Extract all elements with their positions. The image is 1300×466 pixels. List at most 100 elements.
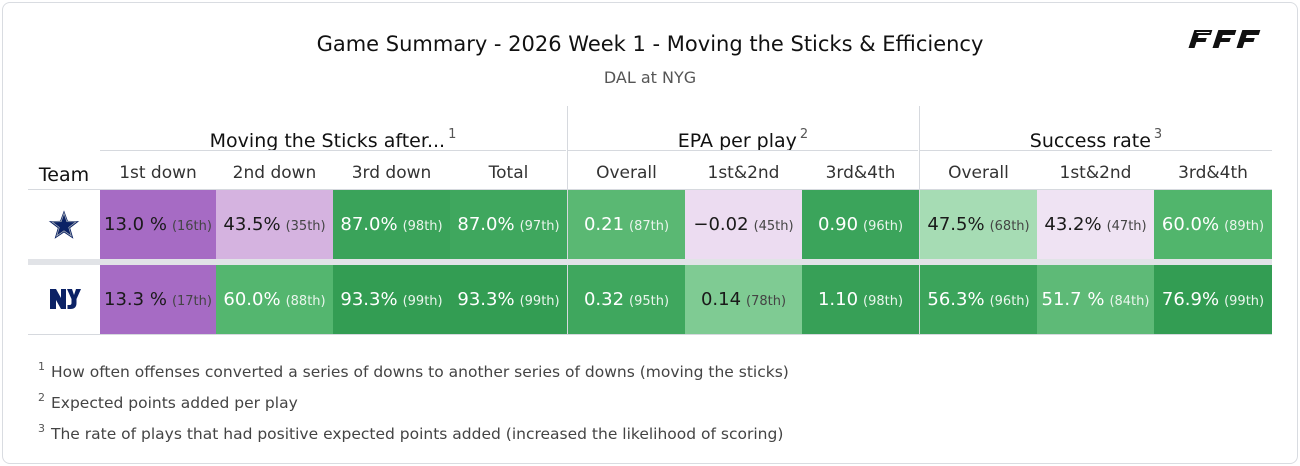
- cell-rank: (35th): [285, 219, 326, 234]
- footnote-mark: 3: [38, 422, 45, 435]
- cell-rank: (99th): [1224, 294, 1265, 309]
- cell-rank: (98th): [402, 219, 443, 234]
- cell-rank: (99th): [402, 294, 443, 309]
- table-cell: 56.3% (96th): [920, 265, 1037, 334]
- column-header-success-3rd-4th: 3rd&4th: [1178, 163, 1248, 183]
- cell-rank: (87th): [629, 219, 670, 234]
- table-cell: 13.0 % (16th): [100, 190, 216, 259]
- row-divider: [28, 259, 1272, 265]
- group-label: Moving the Sticks after...: [209, 130, 446, 152]
- column-header-epa-3rd-4th: 3rd&4th: [825, 163, 896, 183]
- group-divider: [567, 106, 568, 334]
- cell-rank: (17th): [171, 294, 212, 309]
- group-underline: [568, 150, 918, 151]
- cell-rank: (98th): [863, 294, 904, 309]
- column-header-epa-1st-2nd: 1st&2nd: [707, 163, 780, 183]
- cell-value: 0.21: [583, 214, 625, 235]
- cell-value: 93.3%: [457, 289, 515, 310]
- table-cell: 87.0% (97th): [450, 190, 567, 259]
- group-header-moving-sticks: Moving the Sticks after... 1: [100, 120, 566, 152]
- footnote-mark: 2: [38, 391, 45, 404]
- group-header-epa: EPA per play 2: [568, 120, 918, 152]
- cell-value: 87.0%: [457, 214, 515, 235]
- cell-rank: (96th): [989, 294, 1030, 309]
- table-cell: 93.3% (99th): [450, 265, 567, 334]
- table-cell: −0.02 (45th): [685, 190, 802, 259]
- table-cell: 0.90 (96th): [802, 190, 919, 259]
- group-underline: [100, 150, 566, 151]
- group-label: EPA per play: [677, 130, 797, 152]
- table-cell: 76.9% (99th): [1154, 265, 1272, 334]
- cell-rank: (16th): [171, 219, 212, 234]
- cell-rank: (78th): [746, 294, 787, 309]
- table-cell: 43.2% (47th): [1037, 190, 1154, 259]
- cell-rank: (84th): [1109, 294, 1150, 309]
- footnote-text: How often offenses converted a series of…: [51, 363, 789, 381]
- cell-rank: (45th): [753, 219, 794, 234]
- cell-value: 93.3%: [340, 289, 398, 310]
- table-cell: 0.32 (95th): [568, 265, 685, 334]
- team-row-dal-logo: [30, 190, 98, 259]
- giants-ny-icon: [50, 288, 81, 309]
- cell-value: 56.3%: [927, 289, 985, 310]
- cell-rank: (47th): [1106, 219, 1147, 234]
- table-cell: 87.0% (98th): [333, 190, 450, 259]
- cell-rank: (88th): [285, 294, 326, 309]
- cell-value: 76.9%: [1161, 289, 1220, 310]
- group-divider: [919, 106, 920, 334]
- group-label: Success rate: [1029, 130, 1151, 152]
- team-row-nyg-logo: [30, 265, 98, 334]
- dallas-star-icon: [46, 206, 82, 241]
- cell-value: 0.90: [817, 214, 859, 235]
- table-bottom-rule: [28, 334, 1272, 335]
- cell-rank: (96th): [863, 219, 904, 234]
- footnote-1: 1 How often offenses converted a series o…: [38, 360, 789, 381]
- page-title: Game Summary - 2026 Week 1 - Moving the …: [316, 32, 984, 56]
- cell-rank: (89th): [1224, 219, 1265, 234]
- footnote-text: The rate of plays that had positive expe…: [51, 425, 784, 443]
- cell-value: 13.3 %: [104, 289, 167, 310]
- table-cell: 93.3% (99th): [333, 265, 450, 334]
- cell-value: 60.0%: [1161, 214, 1220, 235]
- team-column-header: Team: [38, 164, 90, 186]
- footnote-ref: 1: [448, 127, 457, 142]
- column-header-total: Total: [488, 163, 529, 183]
- cell-value: 43.5%: [223, 214, 281, 235]
- table-cell: 0.21 (87th): [568, 190, 685, 259]
- pff-logo-icon: [1188, 30, 1261, 48]
- page-subtitle: DAL at NYG: [603, 68, 697, 87]
- cell-rank: (97th): [519, 219, 560, 234]
- cell-value: 60.0%: [223, 289, 281, 310]
- cell-value: 87.0%: [340, 214, 398, 235]
- footnote-text: Expected points added per play: [51, 394, 298, 412]
- cell-value: 1.10: [817, 289, 859, 310]
- column-header-success-1st-2nd: 1st&2nd: [1059, 163, 1132, 183]
- footnote-ref: 3: [1153, 127, 1163, 142]
- column-header-epa-overall: Overall: [596, 163, 657, 183]
- group-header-success-rate: Success rate 3: [920, 120, 1272, 152]
- cell-value: 51.7 %: [1041, 289, 1105, 310]
- cell-rank: (68th): [989, 219, 1030, 234]
- table-cell: 0.14 (78th): [685, 265, 802, 334]
- column-header-3rd-down: 3rd down: [351, 163, 432, 183]
- cell-rank: (95th): [629, 294, 670, 309]
- table-cell: 43.5% (35th): [216, 190, 333, 259]
- footnote-3: 3 The rate of plays that had positive exp…: [38, 422, 783, 443]
- group-underline: [920, 150, 1272, 151]
- cell-value: −0.02: [693, 214, 749, 235]
- table-cell: 51.7 % (84th): [1037, 265, 1154, 334]
- footnote-mark: 1: [38, 360, 45, 373]
- table-cell: 1.10 (98th): [802, 265, 919, 334]
- column-header-success-overall: Overall: [948, 163, 1009, 183]
- cell-value: 0.14: [700, 289, 742, 310]
- footnote-2: 2 Expected points added per play: [38, 391, 298, 412]
- footnote-ref: 2: [799, 127, 809, 142]
- table-cell: 60.0% (89th): [1154, 190, 1272, 259]
- cell-value: 0.32: [583, 289, 625, 310]
- cell-value: 43.2%: [1044, 214, 1102, 235]
- cell-value: 47.5%: [927, 214, 985, 235]
- table-cell: 47.5% (68th): [920, 190, 1037, 259]
- column-header-2nd-down: 2nd down: [232, 163, 317, 183]
- header-divider: [28, 189, 1272, 190]
- table-cell: 13.3 % (17th): [100, 265, 216, 334]
